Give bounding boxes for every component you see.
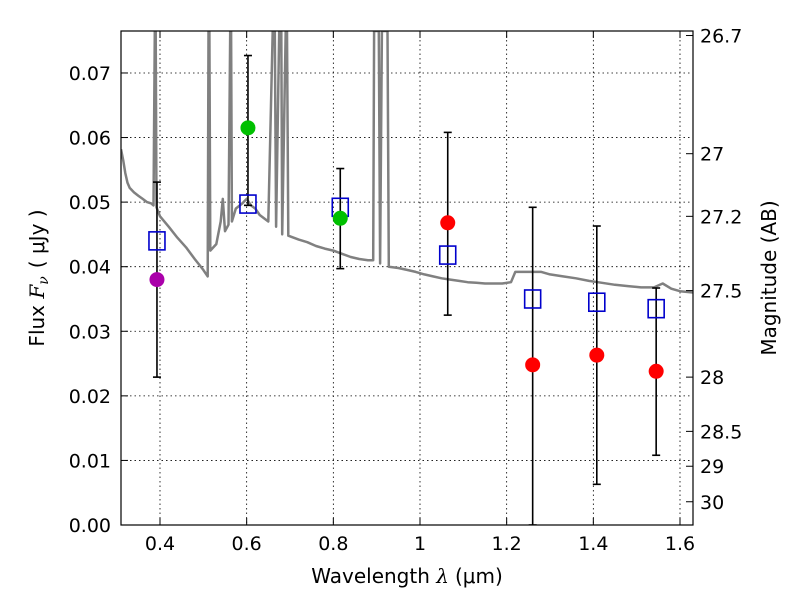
y2-tick-label: 28.5	[700, 421, 742, 443]
y-tick-label: 0.01	[69, 450, 111, 472]
x-tick-label: 1.2	[492, 533, 522, 555]
observed-point	[525, 357, 541, 373]
x-tick-label: 1	[414, 533, 426, 555]
x-tick-label: 0.4	[145, 533, 175, 555]
model-photometry-square	[239, 194, 257, 214]
observed-point	[440, 215, 456, 231]
observed-point	[149, 272, 165, 288]
y-tick-label: 0.05	[69, 192, 111, 214]
y-axis-title: Flux Fν( μJy )	[25, 209, 52, 346]
y-tick-label: 0.00	[69, 515, 111, 537]
y2-tick-label: 27.5	[700, 281, 742, 303]
observed-photometry-markers	[149, 120, 664, 379]
x-axis-ticks: 0.4 0.6 0.8 1 1.2 1.4 1.6	[145, 31, 695, 555]
model-photometry-square	[438, 245, 457, 265]
y2-tick-label: 27	[700, 144, 724, 166]
observed-point	[589, 347, 605, 363]
model-photometry-square	[647, 298, 665, 319]
y-tick-label: 0.06	[69, 128, 111, 150]
y2-tick-label: 29	[700, 456, 724, 478]
x-tick-label: 0.6	[232, 533, 262, 555]
plot-frame	[120, 30, 694, 526]
x-tick-label: 0.8	[318, 533, 348, 555]
observed-point	[332, 210, 348, 226]
observed-point	[648, 363, 664, 379]
y-tick-label: 0.02	[69, 386, 111, 408]
y-tick-label: 0.03	[69, 321, 111, 343]
y-tick-label: 0.07	[69, 63, 111, 85]
y2-tick-label: 27.2	[700, 206, 742, 228]
y2-tick-label: 30	[700, 492, 724, 514]
y2-axis-title: Magnitude (AB)	[757, 200, 781, 355]
model-spectrum-line	[121, 31, 693, 294]
plot-background	[121, 31, 693, 525]
observed-point	[240, 120, 256, 136]
y-axis-ticks: 0.00 0.01 0.02 0.03 0.04 0.05 0.06 0.07	[69, 63, 128, 537]
model-photometry-square	[523, 289, 542, 309]
y-tick-label: 0.04	[69, 257, 111, 279]
model-photometry-square	[587, 292, 606, 313]
y2-tick-label: 26.7	[700, 26, 742, 48]
x-tick-label: 1.6	[665, 533, 695, 555]
x-axis-title: Wavelength λ (μm)	[311, 564, 503, 588]
plot-area	[121, 31, 693, 525]
x-tick-label: 1.4	[578, 533, 608, 555]
y2-tick-label: 28	[700, 367, 724, 389]
y2-axis-ticks: 26.7 27 27.2 27.5 28 28.5 29 30	[686, 26, 742, 514]
model-photometry-square	[148, 231, 166, 251]
